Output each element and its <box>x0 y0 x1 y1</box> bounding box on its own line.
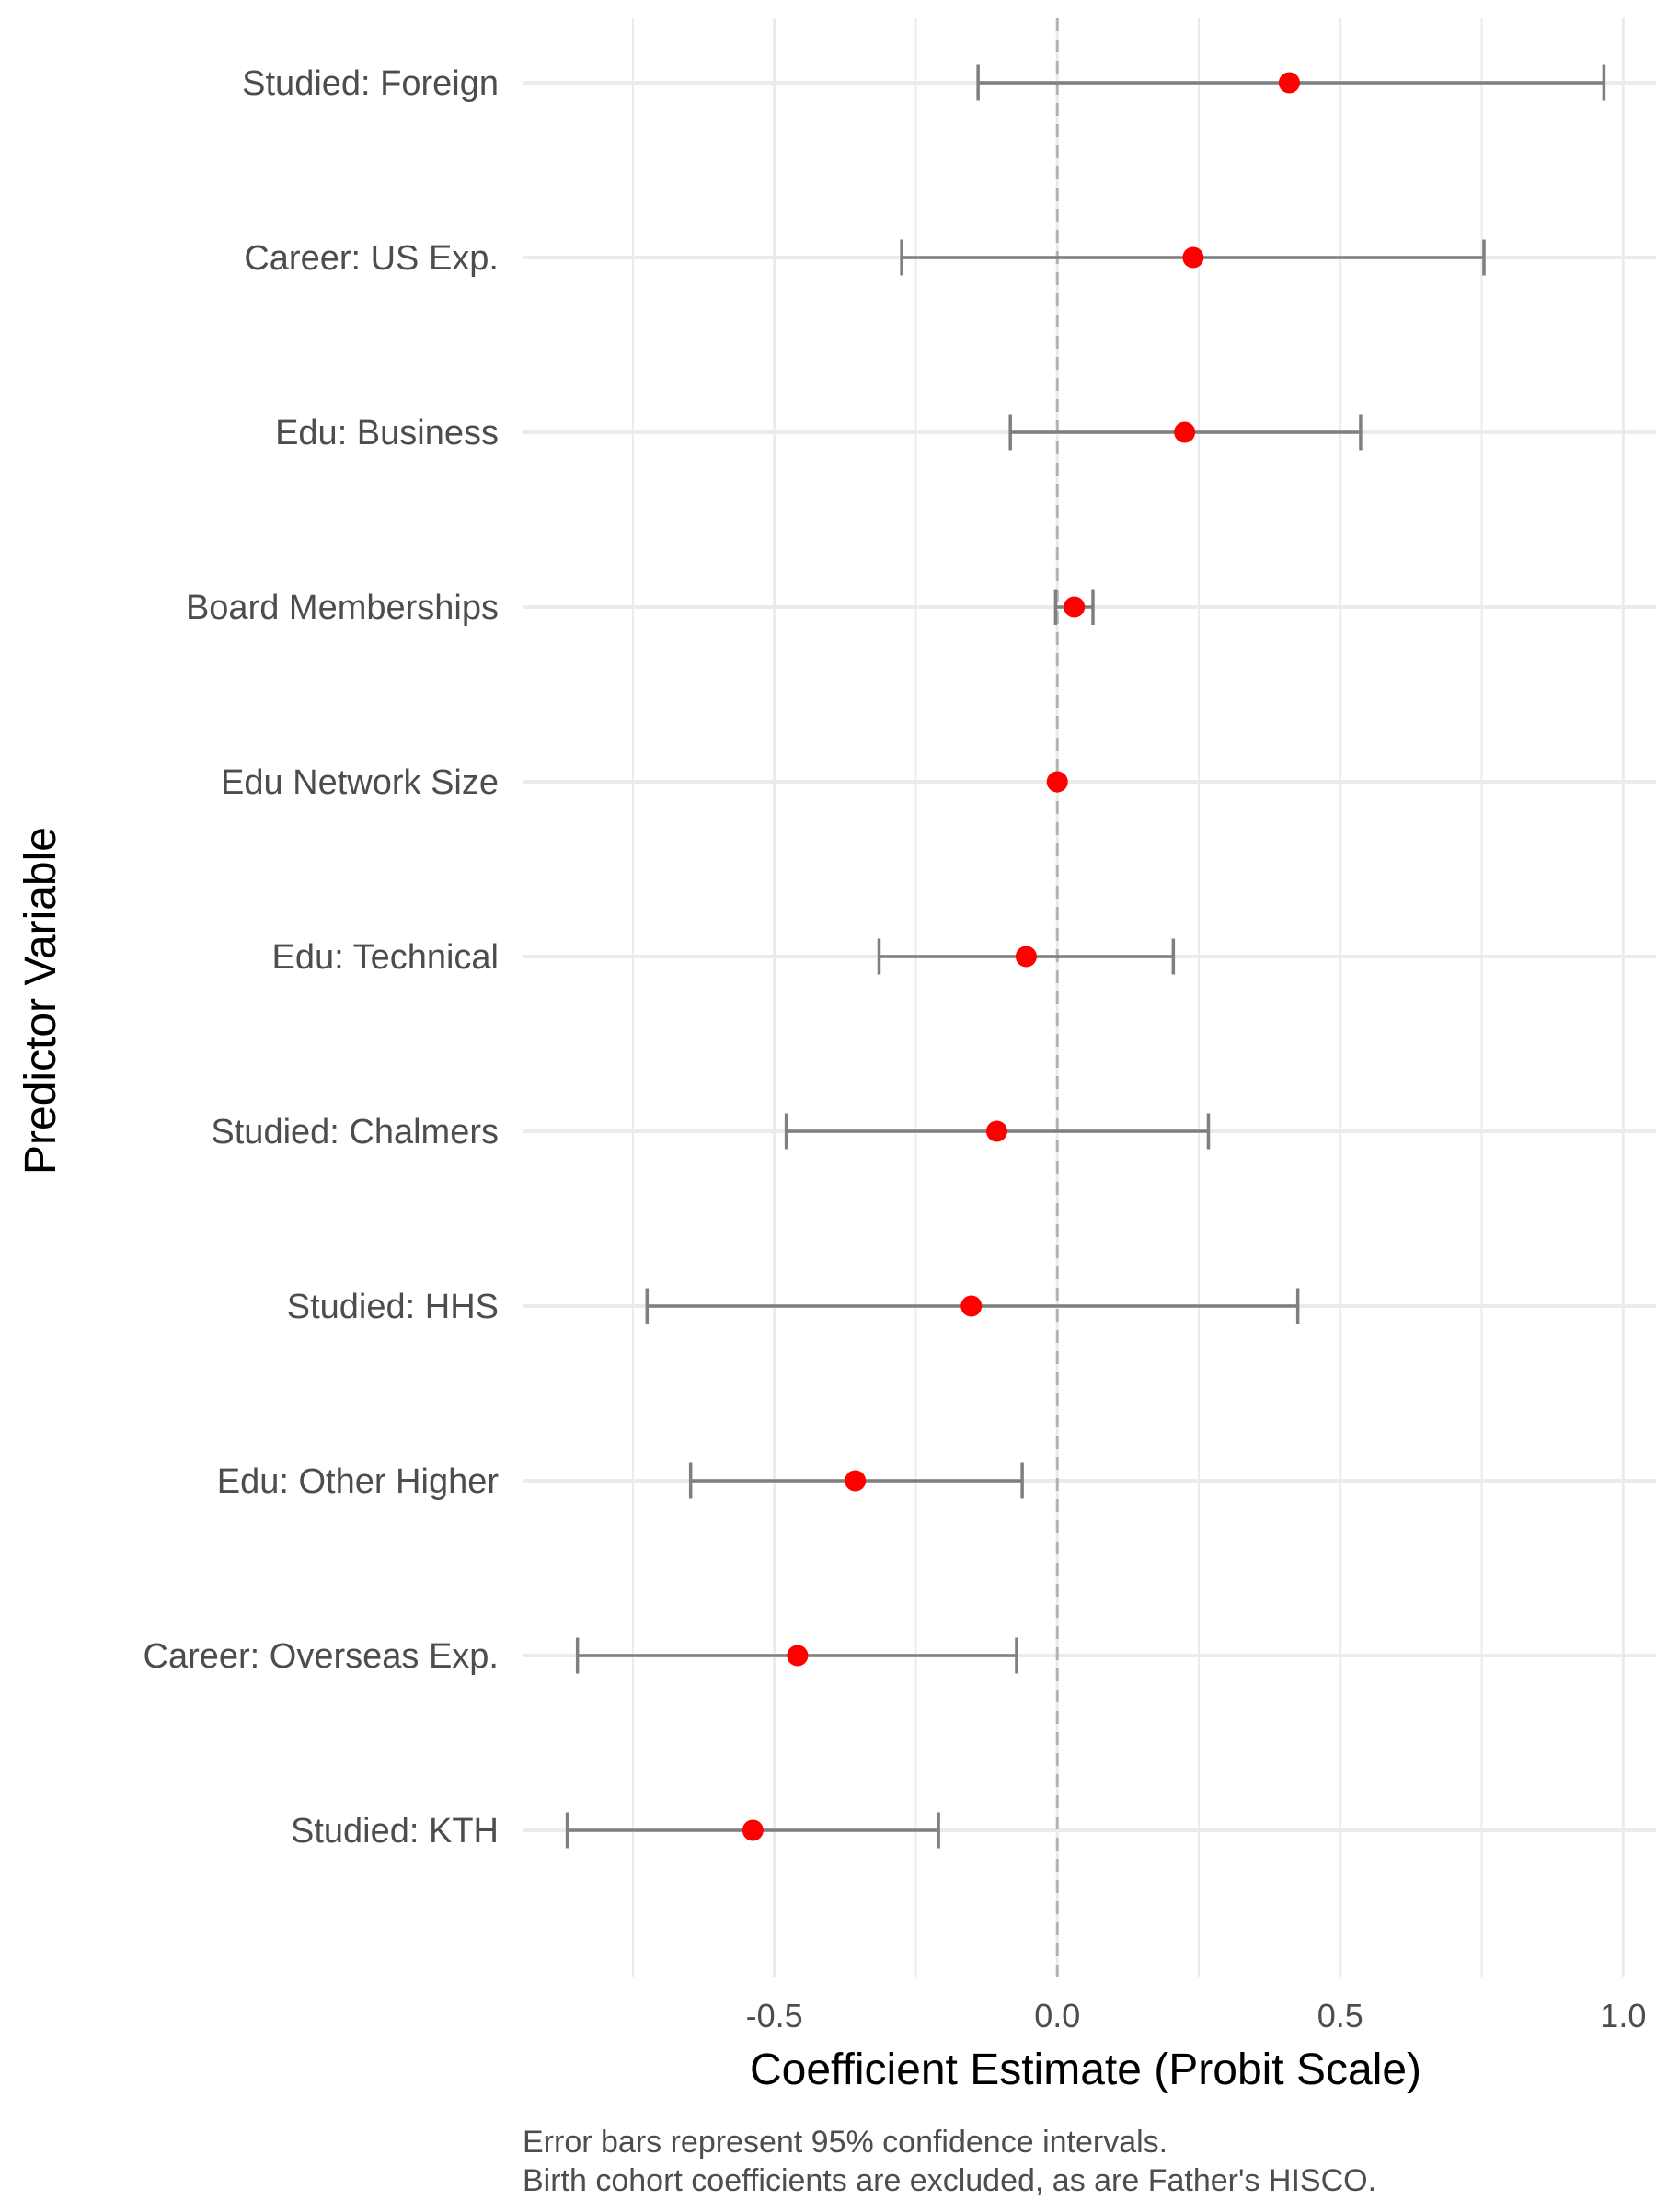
y-tick-label: Edu Network Size <box>221 763 499 802</box>
y-tick-label: Studied: Chalmers <box>211 1113 499 1152</box>
caption-line-1: Error bars represent 95% confidence inte… <box>523 2125 1167 2160</box>
y-tick-label: Studied: KTH <box>291 1812 499 1851</box>
x-tick-label: 0.5 <box>1317 1997 1363 2034</box>
x-tick-label: 1.0 <box>1600 1997 1646 2034</box>
x-axis-title: Coefficient Estimate (Probit Scale) <box>750 2046 1421 2094</box>
y-tick-label: Studied: Foreign <box>242 64 499 103</box>
estimate-point <box>960 1295 983 1317</box>
x-tick-label: -0.5 <box>746 1997 803 2034</box>
estimate-point <box>787 1645 809 1667</box>
y-tick-label: Edu: Business <box>275 414 499 453</box>
estimate-point <box>1046 771 1068 793</box>
y-axis-title: Predictor Variable <box>17 827 65 1175</box>
estimate-point <box>742 1819 764 1841</box>
y-tick-label: Career: US Exp. <box>244 239 499 278</box>
estimate-point <box>1182 246 1204 269</box>
estimate-point <box>1174 421 1196 443</box>
y-tick-label: Studied: HHS <box>287 1288 499 1326</box>
y-tick-label: Board Memberships <box>186 589 499 627</box>
y-tick-label: Edu: Technical <box>272 938 499 977</box>
estimate-point <box>1278 72 1300 94</box>
y-tick-labels: Studied: Foreign Career: US Exp. Edu: Busi… <box>144 64 500 1851</box>
estimate-point <box>1015 946 1037 968</box>
grid-layer <box>523 18 1656 1977</box>
point-layer <box>742 72 1300 1841</box>
caption-line-2: Birth cohort coefficients are excluded, … <box>523 2163 1376 2198</box>
x-tick-label: 0.0 <box>1034 1997 1080 2034</box>
estimate-point <box>1064 596 1086 618</box>
estimate-point <box>985 1120 1007 1142</box>
y-tick-label: Edu: Other Higher <box>217 1462 500 1501</box>
estimate-point <box>845 1470 867 1492</box>
x-tick-labels: -0.5 0.0 0.5 1.0 <box>746 1997 1647 2034</box>
y-tick-label: Career: Overseas Exp. <box>144 1637 499 1676</box>
